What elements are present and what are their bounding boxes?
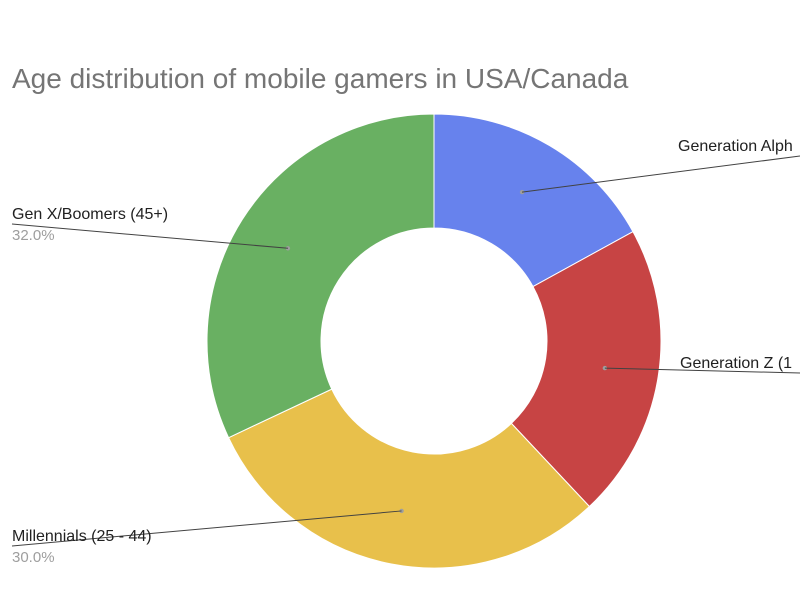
slice-label: Millennials (25 - 44) — [12, 528, 152, 545]
leader-line — [11, 223, 288, 249]
slice-value-label: 32.0% — [12, 227, 55, 244]
leader-line — [11, 510, 402, 547]
slice-label: Generation Alph — [678, 138, 793, 155]
leader-line — [521, 155, 800, 193]
labels-layer: Generation Alph Generation Z (1 Millennial… — [11, 138, 800, 566]
donut-slice-millennials-25-44 — [227, 388, 591, 569]
slice-label: Generation Z (1 — [680, 355, 792, 372]
leader-line — [604, 367, 800, 374]
donut-slice-gen-x-boomers-45 — [206, 113, 435, 439]
slice-label: Gen X/Boomers (45+) — [12, 206, 168, 223]
chart-title: Age distribution of mobile gamers in USA… — [12, 63, 629, 94]
slices-layer — [206, 113, 662, 569]
donut-slice-generation-z — [510, 230, 662, 508]
donut-slice-generation-alpha — [433, 113, 634, 288]
slice-value-label: 30.0% — [12, 549, 55, 566]
